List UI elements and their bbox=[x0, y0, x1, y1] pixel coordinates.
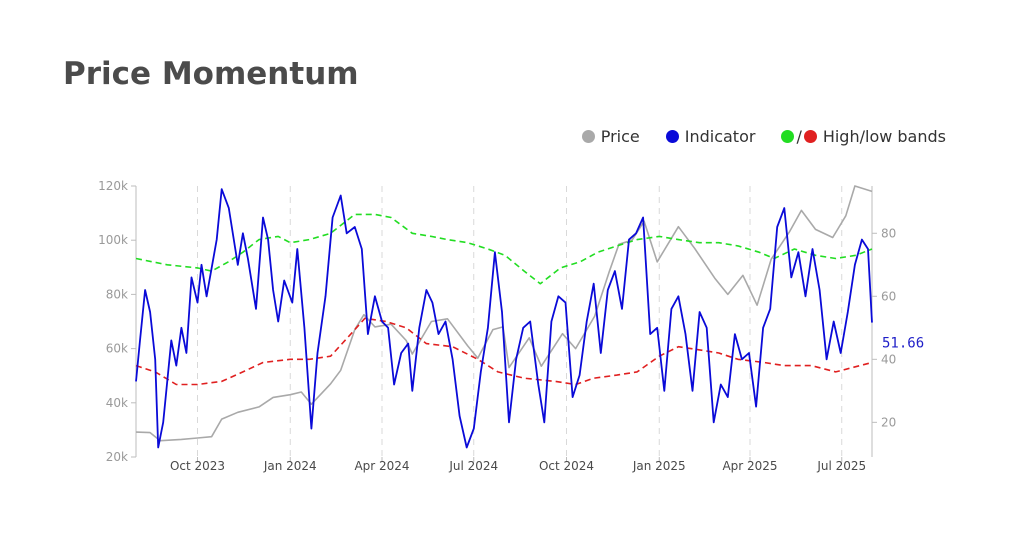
legend-item-bands[interactable]: / High/low bands bbox=[781, 127, 946, 146]
right-tick-label: 40 bbox=[881, 352, 896, 366]
legend-item-indicator[interactable]: Indicator bbox=[665, 127, 756, 146]
x-tick-label: Jul 2025 bbox=[816, 459, 866, 473]
legend-dot-high-band bbox=[781, 130, 795, 143]
right-tick-label: 60 bbox=[881, 289, 896, 303]
legend-label-bands: High/low bands bbox=[822, 127, 946, 146]
series-lines bbox=[135, 185, 873, 449]
chart-title: Price Momentum bbox=[63, 56, 359, 92]
left-tick-label: 40k bbox=[106, 396, 128, 410]
left-tick-label: 20k bbox=[106, 450, 128, 464]
left-tick-label: 120k bbox=[98, 179, 128, 193]
left-tick-label: 80k bbox=[106, 287, 128, 301]
legend-dot-price bbox=[581, 130, 595, 143]
tick-labels: 20k 40k 60k 80k 100k 120k 20 40 60 80 Oct 2023 Jan … bbox=[98, 179, 924, 473]
legend-item-price[interactable]: Price bbox=[581, 127, 640, 146]
right-tick-label: 80 bbox=[881, 226, 896, 240]
x-tick-label: Apr 2024 bbox=[354, 459, 409, 473]
legend-dot-low-band bbox=[803, 130, 817, 143]
right-tick-label: 20 bbox=[881, 415, 896, 429]
legend-separator: / bbox=[796, 127, 802, 146]
x-tick-label: Oct 2023 bbox=[170, 459, 225, 473]
series-line-price bbox=[135, 185, 873, 442]
indicator-last-value: 51.66 bbox=[882, 336, 924, 352]
x-tick-label: Jan 2024 bbox=[263, 459, 317, 473]
series-line-high-band bbox=[135, 213, 873, 285]
x-tick-label: Apr 2025 bbox=[722, 459, 777, 473]
left-tick-label: 60k bbox=[106, 342, 128, 356]
legend-label-indicator: Indicator bbox=[684, 127, 756, 146]
left-tick-label: 100k bbox=[98, 233, 128, 247]
legend-dot-indicator bbox=[665, 130, 679, 143]
x-gridlines bbox=[197, 186, 843, 457]
series-line-indicator bbox=[135, 188, 873, 449]
x-tick-label: Oct 2024 bbox=[539, 459, 594, 473]
legend-label-price: Price bbox=[600, 127, 640, 146]
series-line-low-band bbox=[135, 317, 873, 386]
legend: Price Indicator / High/low bands bbox=[556, 127, 946, 146]
x-tick-label: Jul 2024 bbox=[448, 459, 498, 473]
x-tick-label: Jan 2025 bbox=[632, 459, 686, 473]
